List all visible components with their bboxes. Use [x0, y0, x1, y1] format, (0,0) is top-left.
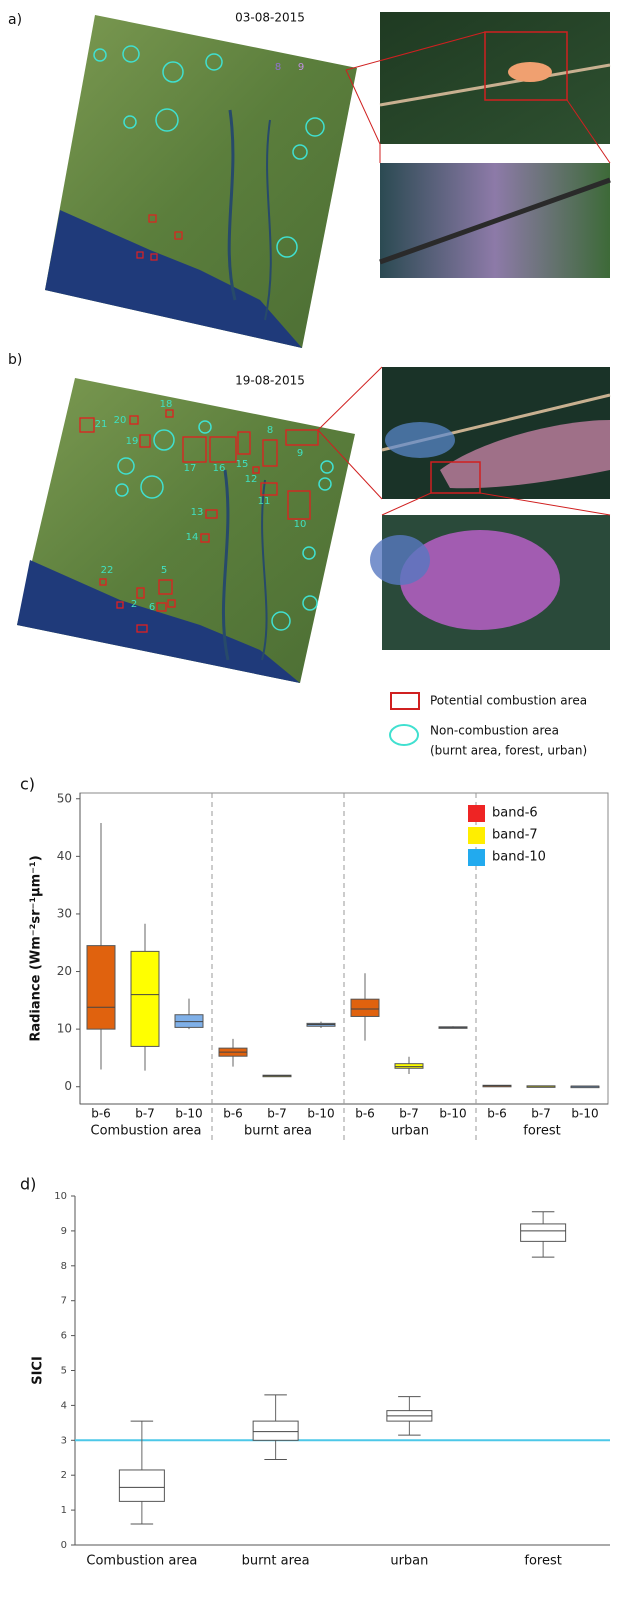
- y-tick-label: 3: [61, 1435, 67, 1446]
- x-tick-label: b-10: [175, 1107, 202, 1121]
- site-label: 17: [184, 463, 197, 474]
- x-category-label: burnt area: [244, 1124, 312, 1139]
- y-tick-label: 6: [61, 1331, 67, 1342]
- site-label: 8: [267, 425, 273, 436]
- figure: a) 03-08-2015 b) 19-08-2015: [0, 0, 629, 1614]
- x-category-label: urban: [390, 1554, 428, 1569]
- site-label: 20: [114, 415, 127, 426]
- y-tick-label: 9: [61, 1226, 67, 1237]
- site-label: 12: [245, 474, 258, 485]
- site-label: 16: [213, 463, 226, 474]
- y-axis-label: Radiance (Wm⁻²sr⁻¹µm⁻¹): [29, 855, 44, 1041]
- x-tick-label: b-10: [439, 1107, 466, 1121]
- satellite-image: [17, 378, 355, 683]
- site-label: 2: [131, 599, 137, 610]
- x-category-label: burnt area: [242, 1554, 310, 1569]
- x-tick-label: b-7: [267, 1107, 287, 1121]
- legend-label: Non-combustion area: [430, 724, 559, 738]
- y-tick-label: 4: [61, 1400, 67, 1411]
- map-legend: Potential combustion area Non-combustion…: [390, 693, 587, 758]
- image-date: 03-08-2015: [235, 11, 305, 25]
- image-date: 19-08-2015: [235, 374, 305, 388]
- y-tick-label: 10: [54, 1191, 67, 1202]
- site-label: 18: [160, 399, 173, 410]
- legend-label: band-6: [492, 806, 538, 821]
- site-label: 11: [258, 496, 271, 507]
- site-label: 9: [298, 62, 304, 73]
- site-label: 21: [95, 419, 108, 430]
- panel-label: a): [8, 12, 22, 28]
- legend-swatch: [468, 805, 485, 822]
- y-tick-label: 2: [61, 1470, 67, 1481]
- box: [395, 1064, 423, 1069]
- panel-label: c): [20, 775, 35, 794]
- y-tick-label: 8: [61, 1261, 67, 1272]
- y-tick-label: 30: [57, 906, 72, 920]
- y-tick-label: 20: [57, 964, 72, 978]
- x-category-label: urban: [391, 1124, 429, 1139]
- site-label: 22: [101, 565, 114, 576]
- inset-image: [318, 367, 610, 650]
- box: [87, 946, 115, 1030]
- x-tick-label: b-6: [223, 1107, 243, 1121]
- page: a) 03-08-2015 b) 19-08-2015: [0, 0, 629, 1614]
- site-label: 8: [275, 62, 281, 73]
- y-tick-label: 0: [61, 1540, 67, 1551]
- site-label: 13: [191, 507, 204, 518]
- legend-label: band-10: [492, 850, 546, 865]
- x-category-label: Combustion area: [91, 1124, 202, 1139]
- box: [131, 951, 159, 1046]
- inset-image: [346, 12, 610, 278]
- x-tick-label: b-10: [571, 1107, 598, 1121]
- site-label: 9: [297, 448, 303, 459]
- y-tick-label: 1: [61, 1505, 67, 1516]
- x-category-label: forest: [523, 1124, 560, 1139]
- panel-label: b): [8, 352, 22, 368]
- x-tick-label: b-6: [355, 1107, 375, 1121]
- panel-label: d): [20, 1175, 36, 1194]
- x-tick-label: b-7: [531, 1107, 551, 1121]
- y-tick-label: 10: [57, 1022, 72, 1036]
- box: [351, 999, 379, 1016]
- x-category-label: forest: [524, 1554, 561, 1569]
- legend-swatch: [468, 849, 485, 866]
- site-label: 15: [236, 459, 249, 470]
- box: [119, 1470, 164, 1501]
- satellite-image: [45, 15, 357, 348]
- x-tick-label: b-10: [307, 1107, 334, 1121]
- legend-swatch: [468, 827, 485, 844]
- y-tick-label: 5: [61, 1366, 67, 1377]
- box: [253, 1421, 298, 1440]
- legend-label: band-7: [492, 828, 538, 843]
- site-label: 5: [161, 565, 167, 576]
- site-label: 19: [126, 436, 139, 447]
- x-tick-label: b-6: [487, 1107, 507, 1121]
- box: [175, 1015, 203, 1028]
- x-category-label: Combustion area: [86, 1554, 197, 1569]
- box: [521, 1224, 566, 1241]
- y-tick-label: 40: [57, 849, 72, 863]
- legend-label: (burnt area, forest, urban): [430, 744, 587, 758]
- x-tick-label: b-6: [91, 1107, 111, 1121]
- site-label: 6: [149, 602, 155, 613]
- y-axis-label: SICI: [31, 1356, 46, 1385]
- y-tick-label: 0: [64, 1079, 72, 1093]
- legend-label: Potential combustion area: [430, 694, 587, 708]
- site-label: 14: [186, 532, 199, 543]
- site-label: 10: [294, 519, 307, 530]
- x-tick-label: b-7: [135, 1107, 155, 1121]
- x-tick-label: b-7: [399, 1107, 419, 1121]
- y-tick-label: 50: [57, 791, 72, 805]
- y-tick-label: 7: [61, 1296, 67, 1307]
